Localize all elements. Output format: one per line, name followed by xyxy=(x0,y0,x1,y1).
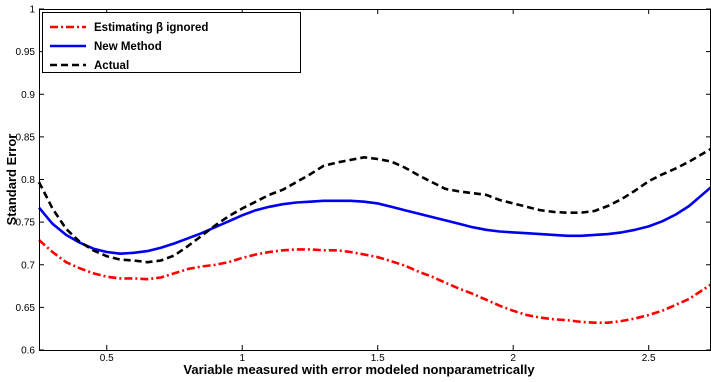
legend-label-1: Estimating β ignored xyxy=(94,22,208,34)
series-line-1 xyxy=(38,239,711,325)
series-line-2 xyxy=(38,186,711,255)
x-tick-label: 2.5 xyxy=(642,353,656,364)
series-line-3 xyxy=(37,147,711,264)
x-tick-label: 1 xyxy=(239,353,245,364)
x-tick-label: 0.5 xyxy=(100,353,114,364)
x-axis-label: Variable measured with error modeled non… xyxy=(183,362,535,377)
y-tick-label: 0.85 xyxy=(16,132,36,143)
legend-label-3: Actual xyxy=(94,60,129,72)
legend-box xyxy=(42,12,301,73)
y-tick-label: 0.95 xyxy=(16,47,36,58)
y-tick-label: 0.65 xyxy=(16,303,36,314)
x-tick-label: 2 xyxy=(510,353,516,364)
y-tick-label: 0.75 xyxy=(16,218,36,229)
y-tick-label: 0.9 xyxy=(21,90,35,101)
y-tick-label: 0.6 xyxy=(21,346,35,357)
y-tick-label: 0.8 xyxy=(21,175,35,186)
legend-label-2: New Method xyxy=(94,41,162,53)
y-axis-label: Standard Error xyxy=(4,134,19,226)
x-tick-label: 1.5 xyxy=(371,353,385,364)
y-tick-label: 0.7 xyxy=(21,260,35,271)
series-layer xyxy=(37,147,711,325)
y-tick-label: 1 xyxy=(29,5,35,16)
legend: Estimating β ignored New Method Actual xyxy=(42,12,301,73)
